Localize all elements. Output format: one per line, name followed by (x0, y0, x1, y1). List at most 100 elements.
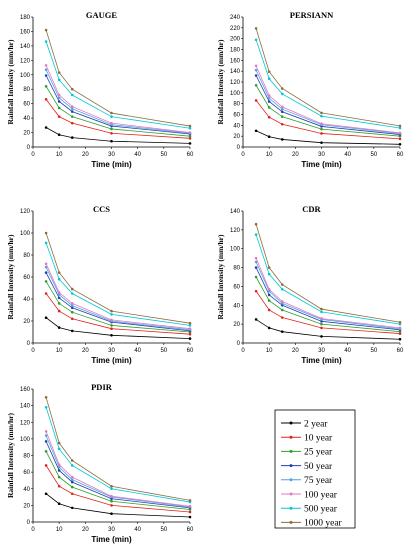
y-tick-label: 20 (233, 134, 240, 140)
data-point-500-year (110, 115, 113, 118)
x-tick-label: 60 (187, 348, 194, 354)
y-tick-label: 40 (233, 123, 240, 129)
data-point-2-year (398, 142, 402, 146)
data-point-1000-year (398, 124, 402, 128)
y-tick-label: 100 (230, 91, 241, 97)
x-tick-label: 50 (160, 152, 167, 158)
data-point-500-year (188, 126, 192, 130)
series-line-25-year (255, 276, 401, 333)
data-point-10-year (188, 137, 192, 140)
data-point-100-year (110, 318, 113, 322)
data-point-1000-year (254, 222, 258, 226)
legend-marker-10-year (289, 435, 293, 439)
y-tick-label: 180 (20, 15, 31, 21)
data-point-500-year (254, 233, 258, 236)
series-line-500-year (255, 234, 401, 325)
y-axis-label: Rainfall Intensity (mm/hr) (216, 39, 225, 125)
data-point-25-year (254, 83, 258, 87)
data-point-25-year (44, 450, 48, 453)
data-point-75-year (280, 107, 284, 111)
x-tick-label: 30 (318, 348, 325, 354)
data-point-1000-year (398, 320, 402, 324)
data-point-100-year (110, 121, 113, 125)
data-point-500-year (110, 313, 113, 316)
data-point-500-year (188, 324, 192, 327)
y-tick-label: 80 (233, 102, 240, 108)
data-point-75-year (267, 289, 271, 293)
legend-marker-1000-year (289, 520, 293, 524)
series-line-500-year (255, 39, 401, 129)
y-tick-label: 160 (230, 58, 241, 64)
x-tick-label: 20 (82, 527, 89, 533)
y-tick-label: 160 (20, 29, 31, 35)
data-point-500-year (267, 77, 271, 81)
data-point-1000-year (267, 70, 271, 74)
data-point-25-year (188, 134, 192, 138)
data-point-25-year (70, 115, 74, 118)
x-tick-label: 50 (370, 348, 377, 354)
data-point-10-year (57, 309, 61, 313)
x-tick-label: 0 (31, 527, 35, 533)
x-tick-label: 0 (241, 152, 245, 158)
y-axis-label: Rainfall Intensity (mm/hr) (6, 413, 15, 499)
x-tick-label: 40 (134, 527, 141, 533)
legend-marker-25-year (289, 449, 293, 453)
data-point-50-year (57, 296, 61, 300)
x-tick-label: 30 (108, 152, 115, 158)
legend-marker-2-year (289, 421, 293, 425)
y-tick-label: 0 (27, 341, 31, 347)
legend-marker-75-year (289, 478, 293, 482)
y-tick-label: 140 (20, 404, 31, 410)
x-tick-label: 0 (31, 152, 35, 158)
data-point-25-year (110, 127, 113, 131)
y-tick-label: 80 (23, 454, 30, 460)
legend-marker-500-year (289, 506, 293, 510)
data-point-100-year (188, 131, 192, 134)
y-tick-label: 0 (27, 145, 31, 151)
data-point-1000-year (70, 459, 74, 462)
data-point-100-year (57, 291, 61, 294)
x-tick-label: 10 (56, 527, 63, 533)
data-point-25-year (57, 475, 61, 479)
data-point-2-year (267, 135, 271, 139)
legend: 2 year 10 year 25 year 50 year 75 year 100 ye… (274, 409, 356, 529)
y-tick-label: 200 (230, 37, 241, 43)
chart-pdir: 0 20 40 60 80 100 120 140 160 0 10 20 30 40 50 60 PDIR Ti… (6, 382, 194, 544)
y-tick-label: 140 (20, 44, 31, 50)
data-point-100-year (44, 64, 48, 67)
x-tick-label: 60 (187, 527, 194, 533)
x-tick-label: 20 (82, 348, 89, 354)
data-point-1000-year (110, 111, 113, 115)
data-point-1000-year (280, 283, 284, 286)
data-point-1000-year (70, 287, 74, 291)
data-point-10-year (44, 98, 48, 101)
data-point-2-year (188, 515, 192, 519)
data-point-75-year (254, 260, 258, 264)
data-point-500-year (320, 114, 323, 118)
series-line-100-year (45, 263, 191, 330)
data-point-75-year (70, 107, 74, 111)
data-point-75-year (44, 68, 48, 72)
x-tick-label: 30 (108, 348, 115, 354)
x-tick-label: 30 (318, 152, 325, 158)
y-tick-label: 160 (20, 387, 31, 393)
y-tick-label: 120 (20, 58, 31, 64)
data-point-10-year (44, 292, 48, 295)
data-point-50-year (254, 74, 258, 77)
data-point-10-year (320, 132, 323, 135)
data-point-1000-year (320, 111, 323, 115)
data-point-10-year (254, 289, 258, 293)
data-point-25-year (57, 106, 61, 110)
data-point-500-year (70, 292, 74, 295)
y-tick-label: 120 (20, 209, 31, 215)
data-point-25-year (254, 275, 258, 279)
x-axis-label: Time (min) (91, 535, 132, 544)
y-tick-label: 20 (233, 322, 240, 328)
data-point-500-year (267, 272, 271, 276)
data-point-1000-year (267, 266, 271, 269)
data-point-100-year (70, 105, 74, 108)
x-tick-label: 10 (56, 152, 63, 158)
data-point-100-year (320, 317, 323, 320)
